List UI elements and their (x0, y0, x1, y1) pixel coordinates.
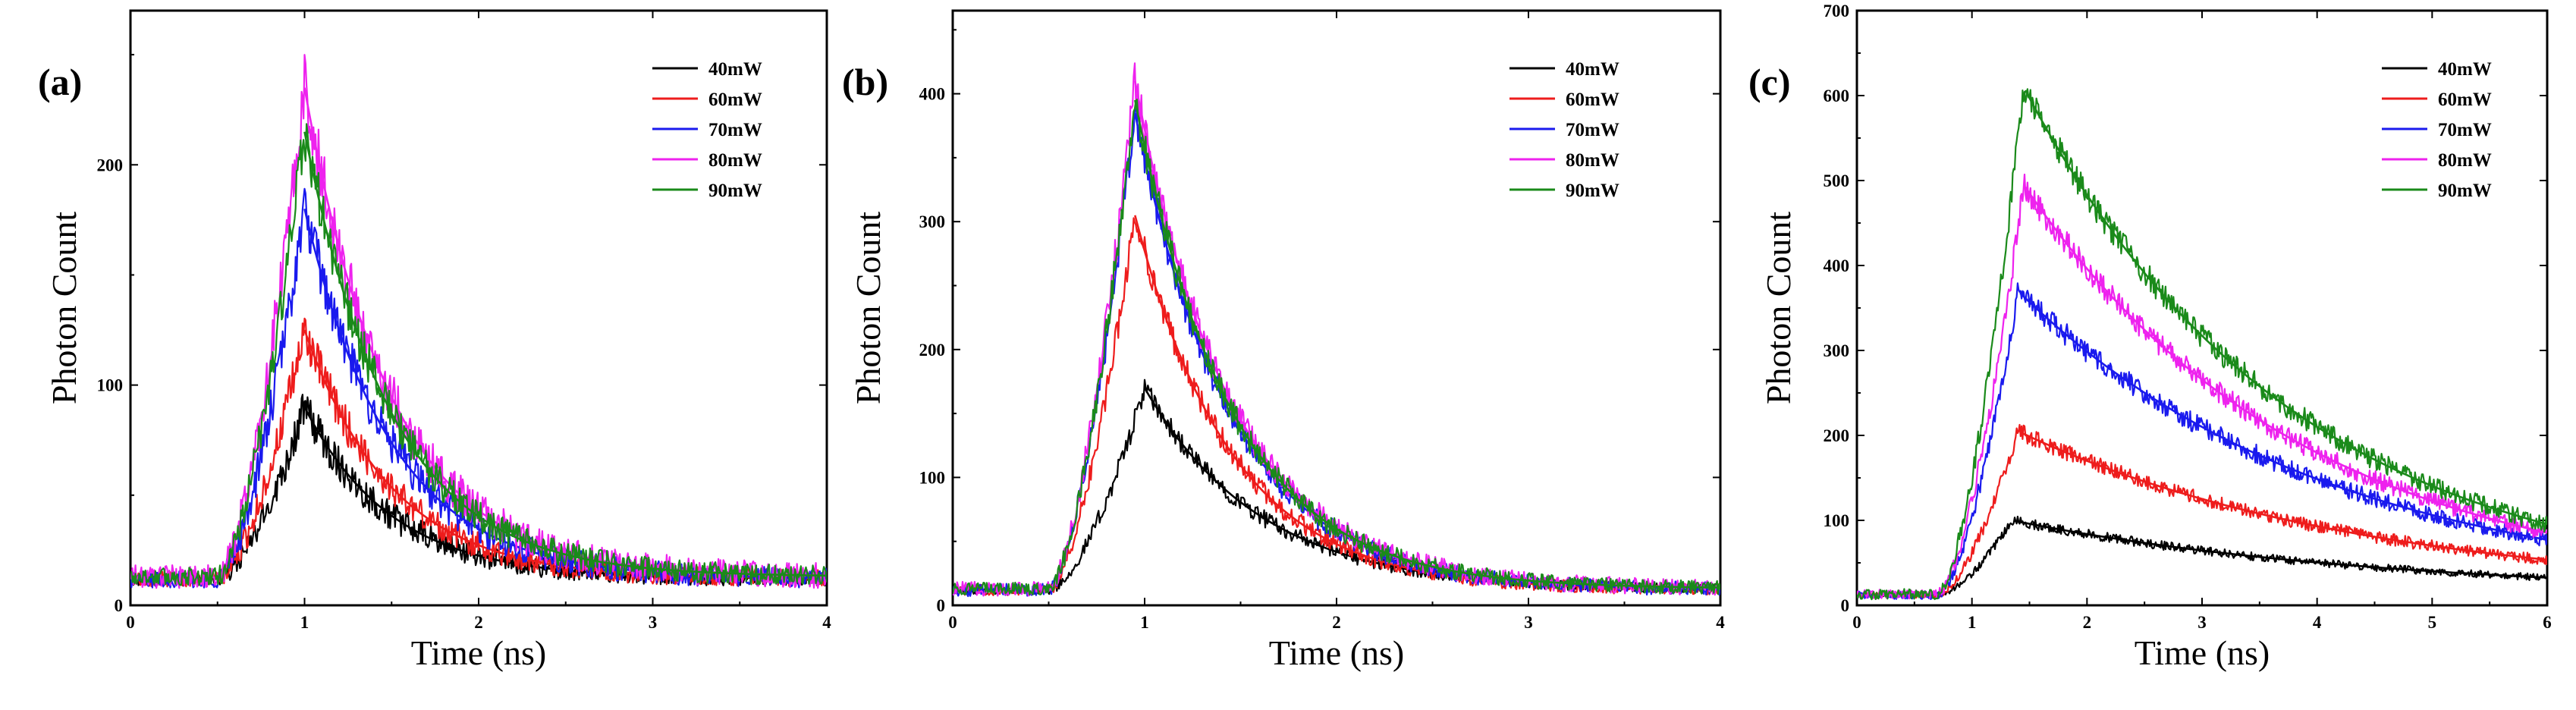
fit-line-70mW (2019, 292, 2547, 541)
legend-label-60mW: 60mW (1566, 90, 1619, 110)
y-axis-title: Photon Count (1759, 212, 1798, 405)
legend-label-40mW: 40mW (708, 59, 762, 80)
y-tick-label: 600 (1824, 86, 1850, 105)
x-tick-label: 4 (822, 613, 831, 632)
fit-line-90mW (2024, 90, 2547, 526)
fit-line-60mW (2019, 431, 2547, 561)
panel-label: (b) (842, 61, 888, 103)
x-tick-label: 0 (1852, 613, 1861, 632)
legend: 40mW 60mW 70mW 80mW 90mW (1509, 59, 1619, 201)
panel-a: 0 1 2 3 4 0 100 200 Time (ns) Photon Count (a) 40mW… (38, 9, 831, 672)
legend: 40mW 60mW 70mW 80mW 90mW (2382, 59, 2492, 201)
x-tick-label: 0 (948, 613, 957, 632)
y-tick-label: 300 (1824, 341, 1850, 360)
series-line-70mW (1857, 282, 2547, 600)
y-tick-label: 0 (115, 596, 124, 615)
legend-label-40mW: 40mW (2438, 59, 2492, 80)
x-tick-label: 1 (1140, 613, 1149, 632)
y-tick-label: 700 (1824, 2, 1850, 20)
x-tick-label: 1 (300, 613, 309, 632)
legend-label-90mW: 90mW (1566, 181, 1619, 201)
fit-line-40mW (2014, 520, 2547, 579)
legend-label-70mW: 70mW (2438, 120, 2492, 140)
y-axis-title: Photon Count (45, 212, 83, 405)
series-line-90mW (130, 123, 827, 586)
legend-label-60mW: 60mW (2438, 90, 2492, 110)
x-tick-label: 4 (1716, 613, 1725, 632)
x-tick-label: 2 (1332, 613, 1341, 632)
series-line-90mW (953, 99, 1720, 595)
x-tick-label: 2 (2083, 613, 2092, 632)
series-line-60mW (1857, 423, 2547, 599)
panel-b: 0 1 2 3 4 0 100 200 300 400 Time (ns) Photon Count (… (842, 9, 1725, 672)
series-line-80mW (953, 62, 1720, 597)
x-axis-title: Time (ns) (2135, 633, 2270, 672)
legend-label-70mW: 70mW (708, 120, 762, 140)
y-tick-label: 100 (97, 376, 124, 395)
x-tick-label: 3 (2197, 613, 2207, 632)
series-line-60mW (953, 217, 1720, 596)
y-tick-label: 200 (97, 156, 124, 174)
series-line-40mW (953, 379, 1720, 595)
y-tick-label: 200 (1824, 426, 1850, 445)
legend-label-60mW: 60mW (708, 90, 762, 110)
fit-line-90mW (1134, 99, 1720, 589)
legend-label-70mW: 70mW (1566, 120, 1619, 140)
x-tick-label: 3 (1524, 613, 1533, 632)
panel-c: 0 1 2 3 4 5 6 0 100 200 300 400 500 600 700 Time (ns) Ph… (1748, 2, 2552, 672)
series-line-40mW (1857, 515, 2547, 598)
fit-line-70mW (1134, 112, 1720, 590)
x-tick-label: 1 (1968, 613, 1977, 632)
series-group (130, 54, 827, 589)
y-tick-label: 100 (919, 468, 946, 487)
x-tick-label: 6 (2543, 613, 2552, 632)
legend-label-80mW: 80mW (708, 150, 762, 171)
legend-label-80mW: 80mW (1566, 150, 1619, 171)
x-axis-title: Time (ns) (1269, 633, 1405, 672)
y-tick-label: 0 (1841, 596, 1850, 615)
y-tick-label: 400 (1824, 256, 1850, 275)
legend-label-80mW: 80mW (2438, 150, 2492, 171)
y-tick-label: 0 (937, 596, 946, 615)
y-tick-label: 300 (919, 212, 946, 231)
legend: 40mW 60mW 70mW 80mW 90mW (652, 59, 762, 201)
fit-line-80mW (1134, 80, 1720, 589)
y-axis-title: Photon Count (849, 212, 887, 405)
x-tick-label: 3 (649, 613, 658, 632)
series-group (1857, 88, 2547, 601)
y-tick-label: 200 (919, 341, 946, 360)
series-group (953, 62, 1720, 598)
y-tick-label: 100 (1824, 511, 1850, 530)
legend-label-90mW: 90mW (2438, 181, 2492, 201)
panel-label: (a) (38, 61, 82, 103)
fit-line-60mW (303, 329, 827, 580)
x-tick-label: 2 (474, 613, 483, 632)
series-line-80mW (1857, 173, 2547, 600)
y-tick-label: 400 (919, 85, 946, 104)
legend-label-40mW: 40mW (1566, 59, 1619, 80)
x-axis-title: Time (ns) (411, 633, 547, 672)
x-tick-label: 4 (2313, 613, 2322, 632)
fit-line-80mW (2025, 187, 2547, 534)
y-tick-label: 500 (1824, 171, 1850, 190)
x-tick-label: 5 (2428, 613, 2437, 632)
legend-label-90mW: 90mW (708, 181, 762, 201)
panel-label: (c) (1748, 61, 1791, 103)
fit-line-90mW (303, 131, 827, 577)
x-tick-label: 0 (126, 613, 135, 632)
